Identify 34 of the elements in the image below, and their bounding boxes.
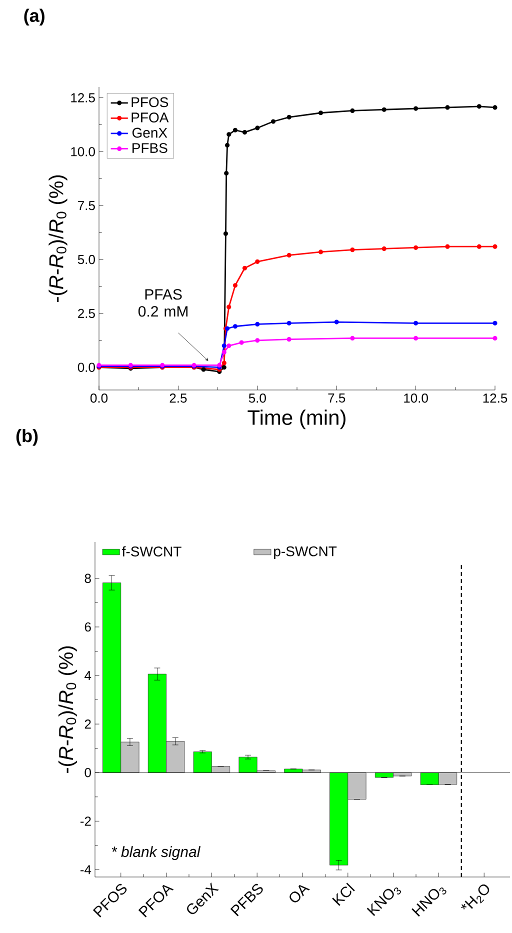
y-tick-label: 5.0 bbox=[78, 254, 95, 264]
y-tick-label: 0 bbox=[84, 768, 91, 778]
y-tick-label: 6 bbox=[84, 622, 91, 632]
text: -(R-R$_{0}$)/R$_{0}$ (%) bbox=[48, 175, 68, 302]
legend-label: f-SWCNT bbox=[122, 546, 182, 556]
y-tick-label: 10.0 bbox=[71, 147, 95, 156]
x-tick-label: 5.0 bbox=[248, 394, 266, 403]
x-tick-label: *H$_{2}$O bbox=[461, 884, 490, 910]
y-tick-label: -2 bbox=[80, 816, 91, 826]
x-tick-label: 10.0 bbox=[404, 394, 428, 403]
annotation: * blank signal bbox=[112, 846, 201, 860]
legend-label: PFOA bbox=[132, 112, 169, 122]
y-tick-label: 0.0 bbox=[78, 362, 95, 372]
y-tick-label: 4 bbox=[84, 671, 92, 680]
x-tick-label: 7.5 bbox=[328, 394, 346, 403]
legend-label: PFOS bbox=[132, 97, 168, 108]
text: -(R-R$_{0}$)/R$_{0}$ (%) bbox=[58, 646, 78, 773]
y-tick-label: 7.5 bbox=[78, 201, 95, 210]
chart-title: (a) bbox=[24, 8, 44, 26]
legend-label: GenX bbox=[132, 128, 168, 138]
y-tick-label: 2.5 bbox=[78, 308, 95, 318]
x-axis-title: Time (min) bbox=[248, 410, 346, 430]
x-tick-label: KCl bbox=[332, 882, 355, 906]
legend-label: p-SWCNT bbox=[274, 546, 337, 560]
annotation: PFAS 0.2 mM bbox=[138, 289, 188, 317]
chart-title: (b) bbox=[16, 428, 38, 446]
x-tick-label: 2.5 bbox=[170, 394, 187, 403]
y-tick-label: 12.5 bbox=[71, 93, 95, 102]
x-tick-label: 12.5 bbox=[483, 394, 508, 403]
x-tick-label: OA bbox=[290, 885, 310, 902]
y-tick-label: 8 bbox=[84, 574, 91, 584]
legend-label: PFBS bbox=[132, 143, 168, 153]
y-tick-label: -4 bbox=[80, 865, 92, 874]
y-tick-label: 2 bbox=[84, 720, 91, 729]
